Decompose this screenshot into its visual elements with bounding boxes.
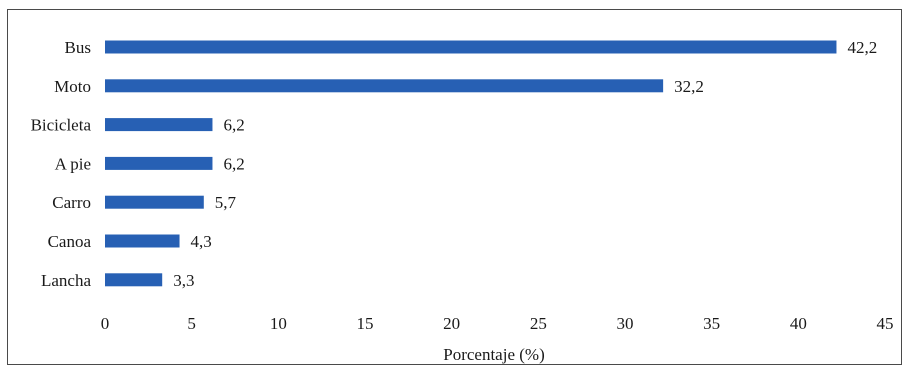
data-label: 32,2	[674, 77, 704, 96]
category-label: Bus	[65, 38, 91, 57]
x-tick-label: 5	[187, 314, 196, 333]
category-label: Canoa	[48, 232, 92, 251]
category-label: Carro	[52, 193, 91, 212]
data-label: 5,7	[215, 193, 237, 212]
bar-bus	[105, 40, 837, 54]
bar-moto	[105, 79, 664, 93]
bar-carro	[105, 195, 204, 209]
category-label: Moto	[54, 77, 91, 96]
labels-layer: Bus 42,2 Moto 32,2 Bicicleta 6,2 A pie 6,2 Carro…	[31, 38, 878, 290]
bar-bicicleta	[105, 118, 213, 132]
x-tick-label: 40	[790, 314, 807, 333]
x-tick-label: 30	[617, 314, 634, 333]
data-label: 4,3	[191, 232, 212, 251]
x-tick-label: 10	[270, 314, 287, 333]
x-tick-label: 15	[357, 314, 374, 333]
ticks-layer: 0 5 10 15 20 25 30 35 40 45	[101, 314, 894, 333]
x-tick-label: 45	[877, 314, 894, 333]
data-label: 42,2	[847, 38, 877, 57]
bars-layer	[105, 40, 837, 287]
bar-a-pie	[105, 156, 213, 170]
x-axis-title: Porcentaje (%)	[443, 345, 544, 364]
category-label: Bicicleta	[31, 116, 92, 135]
bar-canoa	[105, 234, 180, 248]
data-label: 6,2	[223, 116, 244, 135]
x-tick-label: 20	[443, 314, 460, 333]
data-label: 3,3	[173, 271, 194, 290]
x-tick-label: 35	[703, 314, 720, 333]
category-label: Lancha	[41, 271, 91, 290]
category-label: A pie	[55, 154, 91, 173]
x-tick-label: 25	[530, 314, 547, 333]
chart-frame	[7, 9, 902, 365]
bar-lancha	[105, 273, 163, 287]
x-tick-label: 0	[101, 314, 110, 333]
data-label: 6,2	[223, 154, 244, 173]
